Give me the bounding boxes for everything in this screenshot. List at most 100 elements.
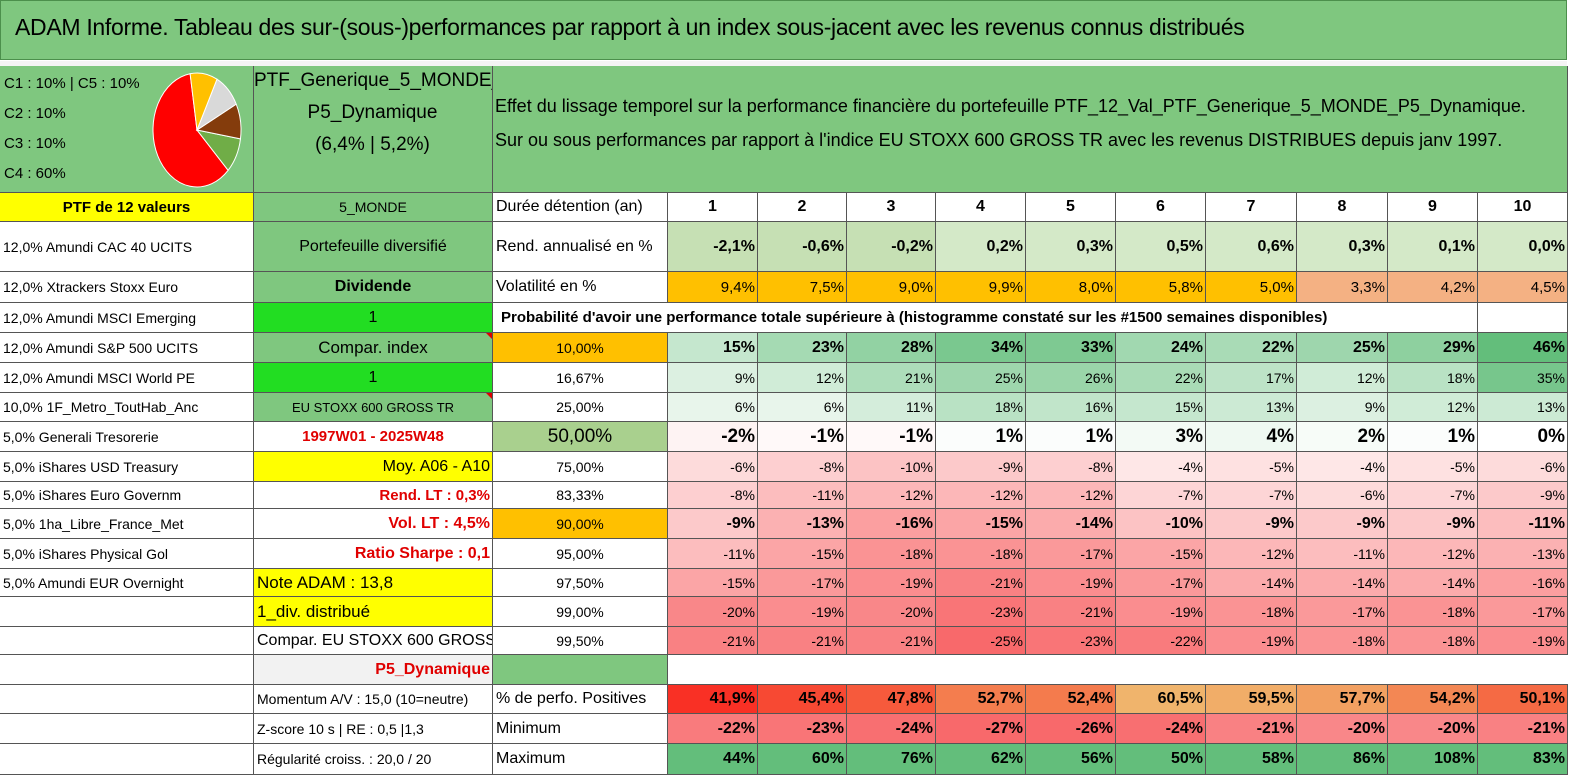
vol-label: Volatilité en % (493, 272, 668, 303)
holding-row: 10,0% 1F_Metro_ToutHab_Anc (0, 393, 254, 422)
probability-value: -10% (847, 452, 936, 482)
probability-value: -11% (1297, 539, 1388, 569)
probability-value: 17% (1206, 363, 1297, 393)
ptf-header: PTF de 12 valeurs (0, 193, 254, 222)
info-cell-12: Note ADAM : 13,8 (254, 569, 493, 597)
probability-value: -14% (1026, 509, 1116, 539)
minimum-value: -21% (1478, 714, 1568, 744)
rend-value: 0,2% (936, 222, 1026, 272)
info-cell-17: Z-score 10 s | RE : 0,5 |1,3 (254, 714, 493, 744)
region-header: 5_MONDE (254, 193, 493, 222)
probability-value: -1% (758, 422, 847, 452)
probability-value: 4% (1206, 422, 1297, 452)
holding-row: 12,0% Amundi S&P 500 UCITS (0, 333, 254, 363)
probability-value: 1% (936, 422, 1026, 452)
maximum-value: 60% (758, 744, 847, 775)
probability-value: -17% (758, 569, 847, 597)
probability-value: 13% (1478, 393, 1568, 422)
probability-value: -21% (847, 627, 936, 655)
probability-value: -13% (1478, 539, 1568, 569)
probability-value: -14% (1388, 569, 1478, 597)
probability-value: -5% (1388, 452, 1478, 482)
empty-cell (1478, 303, 1568, 333)
maximum-value: 62% (936, 744, 1026, 775)
probability-value: 15% (1116, 393, 1206, 422)
probability-value: -6% (668, 452, 758, 482)
info-cell-3: 1 (254, 303, 493, 333)
description-block: Effet du lissage temporel sur la perform… (493, 66, 1568, 193)
info-cell-7: 1997W01 - 2025W48 (254, 422, 493, 452)
probability-value: -9% (1297, 509, 1388, 539)
probability-value: -13% (758, 509, 847, 539)
probability-value: 16% (1026, 393, 1116, 422)
probability-value: 2% (1297, 422, 1388, 452)
probability-value: 15% (668, 333, 758, 363)
pie-legend-4: C4 : 60% (4, 165, 66, 182)
probability-value: 29% (1388, 333, 1478, 363)
comment-indicator (486, 393, 492, 399)
probability-value: -11% (758, 482, 847, 509)
threshold-pct: 99,50% (493, 627, 668, 655)
probability-value: -19% (1116, 597, 1206, 627)
pie-legend-2: C2 : 10% (4, 105, 66, 122)
probability-value: -21% (1026, 597, 1116, 627)
holding-empty (0, 685, 254, 714)
info-cell-18: Régularité croiss. : 20,0 / 20 (254, 744, 493, 775)
probability-value: -19% (1026, 569, 1116, 597)
vol-value: 9,9% (936, 272, 1026, 303)
minimum-value: -27% (936, 714, 1026, 744)
maximum-value: 56% (1026, 744, 1116, 775)
empty-row (668, 655, 1568, 685)
probability-value: 18% (936, 393, 1026, 422)
probability-value: -9% (1206, 509, 1297, 539)
threshold-pct: 75,00% (493, 452, 668, 482)
probability-value: -11% (668, 539, 758, 569)
probability-value: -15% (1116, 539, 1206, 569)
probability-value: 12% (1297, 363, 1388, 393)
duration-col-6: 6 (1116, 193, 1206, 222)
probability-value: -4% (1116, 452, 1206, 482)
threshold-pct: 25,00% (493, 393, 668, 422)
probability-value: -15% (936, 509, 1026, 539)
minimum-value: -21% (1206, 714, 1297, 744)
probability-value: -4% (1297, 452, 1388, 482)
description-line1: Effet du lissage temporel sur la perform… (495, 96, 1526, 116)
probability-value: 1% (1388, 422, 1478, 452)
maximum-value: 44% (668, 744, 758, 775)
duration-col-1: 1 (668, 193, 758, 222)
probability-value: 22% (1116, 363, 1206, 393)
probability-value: -12% (1026, 482, 1116, 509)
pie-slice-c4 (152, 73, 229, 188)
holding-row: 12,0% Amundi CAC 40 UCITS (0, 222, 254, 272)
probability-value: -19% (847, 569, 936, 597)
minimum-value: -23% (758, 714, 847, 744)
maximum-value: 50% (1116, 744, 1206, 775)
holding-row: 5,0% iShares Physical Gol (0, 539, 254, 569)
rend-value: -0,6% (758, 222, 847, 272)
probability-value: -18% (936, 539, 1026, 569)
threshold-pct: 83,33% (493, 482, 668, 509)
probability-value: -19% (1478, 627, 1568, 655)
duration-col-5: 5 (1026, 193, 1116, 222)
probability-value: 9% (668, 363, 758, 393)
probability-value: -9% (1388, 509, 1478, 539)
holding-row: 12,0% Amundi MSCI Emerging (0, 303, 254, 333)
holding-row: 5,0% 1ha_Libre_France_Met (0, 509, 254, 539)
vol-value: 8,0% (1026, 272, 1116, 303)
probability-value: 23% (758, 333, 847, 363)
minimum-value: -24% (1116, 714, 1206, 744)
probability-value: -21% (668, 627, 758, 655)
pie-block: C1 : 10% | C5 : 10% C2 : 10% C3 : 10% C4… (0, 66, 254, 193)
maximum-value: 76% (847, 744, 936, 775)
maximum-value: 86% (1297, 744, 1388, 775)
vol-value: 7,5% (758, 272, 847, 303)
probability-value: 11% (847, 393, 936, 422)
vol-value: 9,4% (668, 272, 758, 303)
duration-col-10: 10 (1478, 193, 1568, 222)
probability-value: -18% (847, 539, 936, 569)
probability-value: -16% (1478, 569, 1568, 597)
portfolio-name-line1: PTF_Generique_5_MONDE_ (254, 70, 493, 91)
probability-value: -20% (847, 597, 936, 627)
probability-value: 46% (1478, 333, 1568, 363)
duration-col-8: 8 (1297, 193, 1388, 222)
